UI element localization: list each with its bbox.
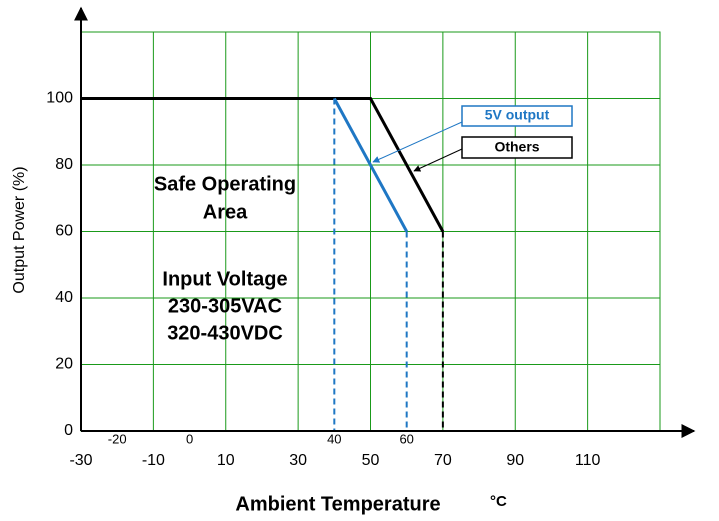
x-tick-label: 10 [217,452,235,469]
x-tick-label-minor: 60 [399,431,413,446]
x-tick-label: 50 [362,452,380,469]
x-tick-label-minor: 40 [327,431,341,446]
legend-box [461,136,573,159]
x-tick-label: 90 [506,452,524,469]
x-tick-label: 110 [575,452,601,469]
y-tick-label: 40 [55,289,73,306]
legend-arrow [413,148,463,172]
x-axis-label: Ambient Temperature [235,493,440,515]
x-tick-label: -30 [69,452,92,469]
annotation: 230-305VAC [168,295,282,317]
legend-box [461,105,573,127]
y-tick-label: 80 [55,156,73,173]
x-axis-unit: °C [490,493,507,510]
y-tick-label: 0 [64,422,73,439]
annotation: 320-430VDC [167,322,283,344]
y-tick-label: 20 [55,356,73,373]
y-tick-label: 100 [46,90,73,107]
annotation: Input Voltage [162,268,287,290]
series-line [81,97,445,233]
legend-label: 5V output [485,107,550,123]
series-line [332,97,409,233]
x-tick-label: 70 [434,452,452,469]
x-tick-label: -10 [142,452,165,469]
x-tick-label-minor: 0 [186,431,193,446]
annotation: Safe Operating [154,173,296,195]
x-tick-label: 30 [289,452,307,469]
annotation: Area [203,201,248,223]
legend-label: Others [494,139,539,155]
y-axis-label: Output Power (%) [11,166,28,293]
y-tick-label: 60 [55,223,73,240]
legend-arrow [372,121,463,163]
x-tick-label-minor: -20 [108,431,127,446]
